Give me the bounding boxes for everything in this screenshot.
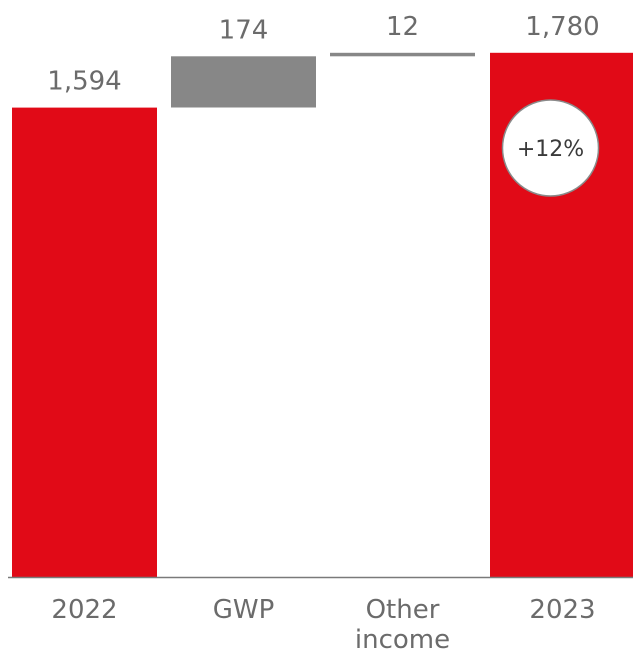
category-label-gwp: GWP	[213, 595, 275, 625]
category-label-other-income: Other income	[355, 595, 450, 653]
value-label-2023: 1,780	[525, 12, 599, 42]
category-label-2022: 2022	[51, 595, 117, 625]
bar-2022	[12, 107, 157, 577]
badge-layer: +12%	[501, 99, 600, 197]
category-label-2023: 2023	[529, 595, 595, 625]
bar-gwp	[171, 56, 316, 108]
growth-badge-text: +12%	[517, 137, 584, 162]
labels-layer: 1,594 2022 174 GWP 12 Other income 1,780 2023	[47, 12, 599, 653]
bar-other-income	[330, 52, 475, 57]
value-label-2022: 1,594	[47, 67, 121, 97]
value-label-other-income: 12	[386, 12, 419, 42]
growth-badge	[501, 99, 600, 197]
value-label-gwp: 174	[219, 15, 269, 45]
